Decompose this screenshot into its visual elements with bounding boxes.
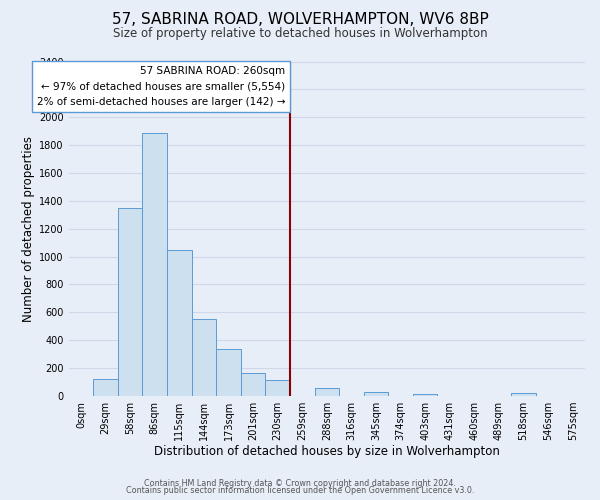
Bar <box>216 348 241 396</box>
Text: 57, SABRINA ROAD, WOLVERHAMPTON, WV6 8BP: 57, SABRINA ROAD, WOLVERHAMPTON, WV6 8BP <box>112 12 488 28</box>
Text: Contains HM Land Registry data © Crown copyright and database right 2024.: Contains HM Land Registry data © Crown c… <box>144 478 456 488</box>
Bar <box>413 394 437 396</box>
Bar <box>314 388 339 396</box>
Bar <box>241 373 265 396</box>
Bar <box>93 378 118 396</box>
X-axis label: Distribution of detached houses by size in Wolverhampton: Distribution of detached houses by size … <box>154 444 500 458</box>
Text: Size of property relative to detached houses in Wolverhampton: Size of property relative to detached ho… <box>113 28 487 40</box>
Bar <box>265 380 290 396</box>
Bar <box>511 393 536 396</box>
Text: Contains public sector information licensed under the Open Government Licence v3: Contains public sector information licen… <box>126 486 474 495</box>
Bar <box>118 208 142 396</box>
Bar <box>364 392 388 396</box>
Bar <box>167 250 191 396</box>
Bar <box>142 132 167 396</box>
Bar <box>191 320 216 396</box>
Y-axis label: Number of detached properties: Number of detached properties <box>22 136 35 322</box>
Text: 57 SABRINA ROAD: 260sqm
← 97% of detached houses are smaller (5,554)
2% of semi-: 57 SABRINA ROAD: 260sqm ← 97% of detache… <box>37 66 285 107</box>
